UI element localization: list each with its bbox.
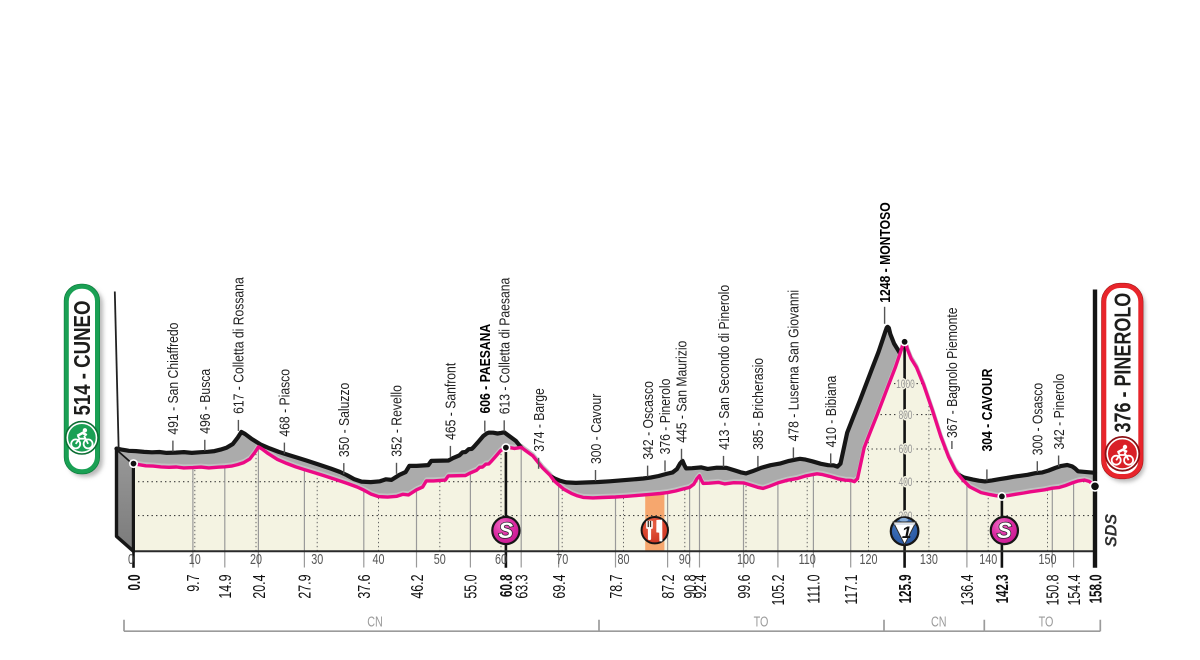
svg-text:120: 120 <box>860 550 878 567</box>
svg-text:342 - Oscasco: 342 - Oscasco <box>640 381 656 459</box>
svg-text:410 - Bibiana: 410 - Bibiana <box>823 375 839 447</box>
svg-text:376 - Pinerolo: 376 - Pinerolo <box>657 379 673 455</box>
svg-text:367 - Bagnolo Piemonte: 367 - Bagnolo Piemonte <box>944 307 960 438</box>
svg-text:CN: CN <box>367 613 383 630</box>
svg-text:468 - Piasco: 468 - Piasco <box>277 369 293 437</box>
svg-text:69.4: 69.4 <box>550 575 570 599</box>
svg-text:87.2: 87.2 <box>659 575 679 599</box>
svg-text:140: 140 <box>979 550 997 567</box>
svg-text:55.0: 55.0 <box>462 575 482 599</box>
svg-text:600: 600 <box>899 444 913 457</box>
svg-text:445 - San Maurizio: 445 - San Maurizio <box>674 341 690 443</box>
svg-text:92.4: 92.4 <box>691 575 711 599</box>
svg-text:10: 10 <box>189 550 201 567</box>
svg-text:90: 90 <box>679 550 691 567</box>
svg-text:105.2: 105.2 <box>769 575 789 606</box>
svg-text:491 - San Chiaffredo: 491 - San Chiaffredo <box>165 323 181 435</box>
svg-text:613 - Colletta di Paesana: 613 - Colletta di Paesana <box>496 277 512 414</box>
svg-text:606 - PAESANA: 606 - PAESANA <box>477 323 493 413</box>
svg-text:136.4: 136.4 <box>958 575 978 606</box>
svg-text:514 - CUNEO: 514 - CUNEO <box>70 301 95 416</box>
svg-text:37.6: 37.6 <box>355 575 375 599</box>
svg-text:30: 30 <box>311 550 323 567</box>
svg-text:496 - Busca: 496 - Busca <box>197 368 213 433</box>
svg-text:110: 110 <box>799 550 816 567</box>
svg-text:385 - Bricherasio: 385 - Bricherasio <box>750 358 766 450</box>
svg-text:352 - Revello: 352 - Revello <box>389 385 405 457</box>
svg-text:150: 150 <box>1039 550 1057 567</box>
svg-text:150.8: 150.8 <box>1044 575 1064 606</box>
svg-text:800: 800 <box>899 409 913 422</box>
svg-text:0.0: 0.0 <box>126 575 145 591</box>
svg-text:465 - Sanfront: 465 - Sanfront <box>443 363 459 440</box>
svg-text:27.9: 27.9 <box>296 575 316 599</box>
svg-text:413 - San Secondo di Pinerolo: 413 - San Secondo di Pinerolo <box>716 285 732 450</box>
svg-text:99.6: 99.6 <box>735 575 755 599</box>
svg-text:304 - CAVOUR: 304 - CAVOUR <box>979 368 995 451</box>
svg-text:300 - Cavour: 300 - Cavour <box>588 393 604 464</box>
svg-text:80: 80 <box>618 550 630 567</box>
svg-text:400: 400 <box>899 477 913 490</box>
svg-text:617 - Colletta di Rossana: 617 - Colletta di Rossana <box>231 277 247 414</box>
svg-text:374 - Barge: 374 - Barge <box>531 388 547 452</box>
svg-text:63.3: 63.3 <box>513 575 533 599</box>
svg-text:376 - PINEROLO: 376 - PINEROLO <box>1111 293 1137 433</box>
svg-text:50: 50 <box>434 550 446 567</box>
svg-text:S: S <box>499 518 514 543</box>
svg-text:70: 70 <box>556 550 568 567</box>
svg-text:20.4: 20.4 <box>250 575 270 599</box>
svg-text:40: 40 <box>373 550 385 567</box>
svg-text:90.8: 90.8 <box>681 575 701 599</box>
svg-text:46.2: 46.2 <box>408 575 428 599</box>
svg-text:9.7: 9.7 <box>184 575 204 592</box>
svg-text:142.3: 142.3 <box>994 575 1013 604</box>
svg-text:350 - Saluzzo: 350 - Saluzzo <box>336 383 352 457</box>
svg-text:60: 60 <box>495 550 507 567</box>
svg-text:154.4: 154.4 <box>1065 575 1085 606</box>
svg-text:100: 100 <box>737 550 755 567</box>
svg-text:1000: 1000 <box>896 378 915 391</box>
svg-text:TO: TO <box>754 613 769 630</box>
svg-text:CN: CN <box>931 613 947 630</box>
svg-text:111.0: 111.0 <box>805 575 825 604</box>
svg-text:1248 - MONTOSO: 1248 - MONTOSO <box>877 202 893 303</box>
svg-text:20: 20 <box>250 550 262 567</box>
svg-text:1: 1 <box>902 523 911 542</box>
svg-text:130: 130 <box>920 550 938 567</box>
svg-text:300 - Osasco: 300 - Osasco <box>1030 383 1046 455</box>
svg-text:117.1: 117.1 <box>842 575 862 605</box>
svg-text:TO: TO <box>1039 613 1054 630</box>
svg-text:60.8: 60.8 <box>498 575 517 597</box>
svg-text:S: S <box>997 518 1012 543</box>
svg-text:0: 0 <box>128 550 134 567</box>
svg-text:14.9: 14.9 <box>216 575 236 599</box>
svg-text:125.9: 125.9 <box>897 575 916 604</box>
svg-text:478 - Luserna San Giovanni: 478 - Luserna San Giovanni <box>786 290 802 442</box>
svg-text:342 - Pinerolo: 342 - Pinerolo <box>1051 374 1067 450</box>
svg-text:78.7: 78.7 <box>607 575 627 599</box>
svg-text:SDS: SDS <box>1101 514 1120 547</box>
svg-text:158.0: 158.0 <box>1087 575 1106 604</box>
